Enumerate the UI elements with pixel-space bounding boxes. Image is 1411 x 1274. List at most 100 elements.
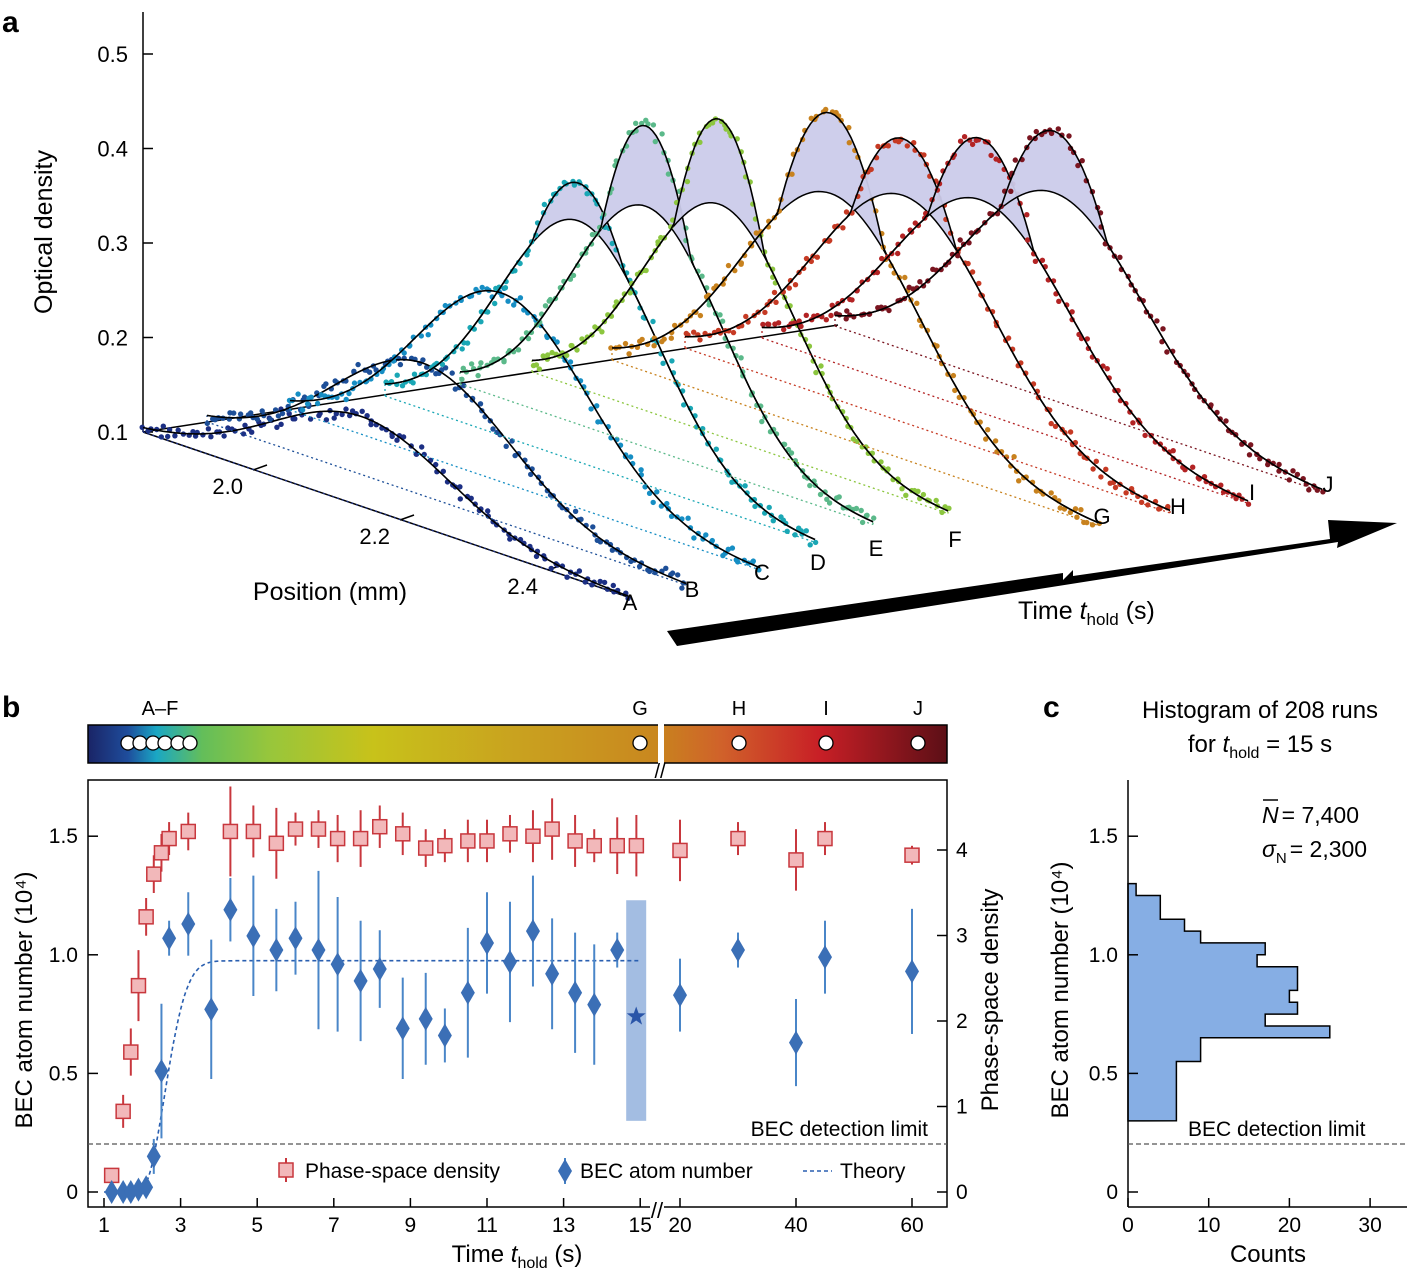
- panel-b-ytick-label: 1.0: [49, 944, 78, 967]
- od-dot-B: [646, 568, 653, 575]
- psd-point: [817, 822, 833, 856]
- od-dot-B: [590, 524, 596, 530]
- fit-curve-I: [761, 136, 1249, 502]
- psd-point: [352, 810, 369, 867]
- histogram-xtick-label: 10: [1197, 1214, 1220, 1237]
- od-dot-C: [638, 467, 644, 473]
- od-dot-F: [599, 329, 605, 335]
- bec-point: [330, 896, 345, 1032]
- od-dot-A: [323, 417, 330, 423]
- psd-point: [115, 1094, 131, 1128]
- od-dot-B: [663, 565, 669, 571]
- colorbar-dot-F: [182, 735, 198, 751]
- psd-marker: [222, 823, 239, 840]
- od-dot-A: [158, 434, 164, 440]
- od-dot-F: [569, 343, 575, 349]
- bec-point: [154, 1003, 169, 1139]
- od-dot-J: [1290, 468, 1296, 474]
- od-dot-B: [237, 411, 244, 417]
- od-dot-F: [933, 497, 939, 504]
- fit-curve-D: [384, 181, 816, 541]
- panel-b-ytick-label: 0.5: [49, 1062, 78, 1085]
- od-dot-H: [840, 225, 846, 231]
- od-dot-F: [915, 488, 921, 494]
- od-dot-C: [691, 535, 697, 541]
- od-dot-J: [1154, 318, 1160, 324]
- od-dot-I: [1056, 298, 1062, 304]
- bec-point: [162, 920, 177, 956]
- od-dot-A: [165, 433, 171, 440]
- od-dot-A: [457, 496, 463, 502]
- panel-c-label: c: [1043, 691, 1060, 724]
- bec-marker: [116, 1180, 131, 1204]
- psd-point: [222, 786, 239, 877]
- bec-point: [789, 998, 803, 1087]
- psd-marker: [525, 828, 541, 844]
- psd-point: [730, 822, 746, 856]
- od-dot-G: [902, 274, 908, 281]
- bec-marker: [673, 983, 687, 1008]
- od-dot-H: [921, 152, 927, 158]
- od-dot-C: [685, 515, 691, 521]
- fit-curve-A: [142, 410, 629, 597]
- panel-a-xtick: [399, 514, 415, 521]
- psd-marker: [437, 837, 453, 854]
- bec-point: [204, 939, 219, 1080]
- projection-line-D: [384, 395, 816, 543]
- colorbar-label-af: A–F: [142, 698, 179, 720]
- condensate-area-H: [685, 137, 1170, 511]
- od-dot-J: [920, 283, 927, 289]
- psd-marker: [372, 818, 388, 835]
- od-dot-J: [1012, 157, 1018, 163]
- psd-point: [138, 897, 154, 936]
- od-dot-D: [669, 358, 675, 364]
- od-dot-C: [314, 400, 321, 407]
- od-dot-H: [743, 313, 749, 320]
- od-dot-G: [1072, 506, 1079, 512]
- od-dot-E: [501, 357, 507, 364]
- psd-marker: [329, 830, 346, 847]
- od-dot-B: [503, 443, 509, 449]
- od-dot-H: [803, 255, 810, 262]
- psd-marker: [138, 909, 154, 925]
- od-dot-D: [742, 483, 748, 489]
- profile-label-J: J: [1323, 472, 1334, 497]
- od-dot-F: [613, 299, 620, 305]
- od-dot-A: [339, 411, 345, 418]
- bec-point: [353, 920, 368, 1042]
- axis-break-gap: [650, 1200, 664, 1214]
- od-dot-I: [803, 312, 809, 318]
- colorbar-dot-J: [910, 735, 926, 751]
- od-dot-F: [818, 363, 824, 369]
- od-dot-J: [1320, 489, 1326, 495]
- psd-point: [788, 829, 804, 891]
- bec-marker: [269, 938, 284, 963]
- bec-marker: [587, 992, 602, 1017]
- panel-b-y2tick-label: 3: [956, 925, 968, 948]
- od-dot-G: [983, 436, 989, 442]
- od-dot-I: [969, 141, 976, 148]
- legend-psd-marker: [278, 1162, 294, 1178]
- od-dot-C: [703, 532, 709, 538]
- bec-marker: [545, 961, 560, 986]
- od-dot-E: [650, 122, 657, 128]
- od-dot-J: [1055, 126, 1062, 132]
- od-dot-E: [871, 515, 877, 521]
- od-dot-E: [665, 171, 672, 177]
- od-dot-G: [672, 322, 678, 329]
- colorbar-label-H: H: [732, 698, 746, 720]
- thermal-fit-D: [384, 218, 816, 541]
- bec-marker: [181, 911, 196, 936]
- od-dot-J: [1066, 133, 1072, 139]
- bec-marker: [460, 980, 475, 1005]
- od-dot-B: [323, 381, 329, 387]
- od-dot-A: [249, 429, 255, 435]
- histogram-xtick-label: 20: [1278, 1214, 1301, 1237]
- od-dot-B: [275, 413, 282, 419]
- od-dot-F: [709, 120, 716, 126]
- panel-a-xtick-label: 2.2: [359, 524, 390, 549]
- panel-b-label: b: [2, 691, 20, 724]
- od-dot-D: [803, 528, 809, 534]
- psd-marker: [394, 826, 411, 842]
